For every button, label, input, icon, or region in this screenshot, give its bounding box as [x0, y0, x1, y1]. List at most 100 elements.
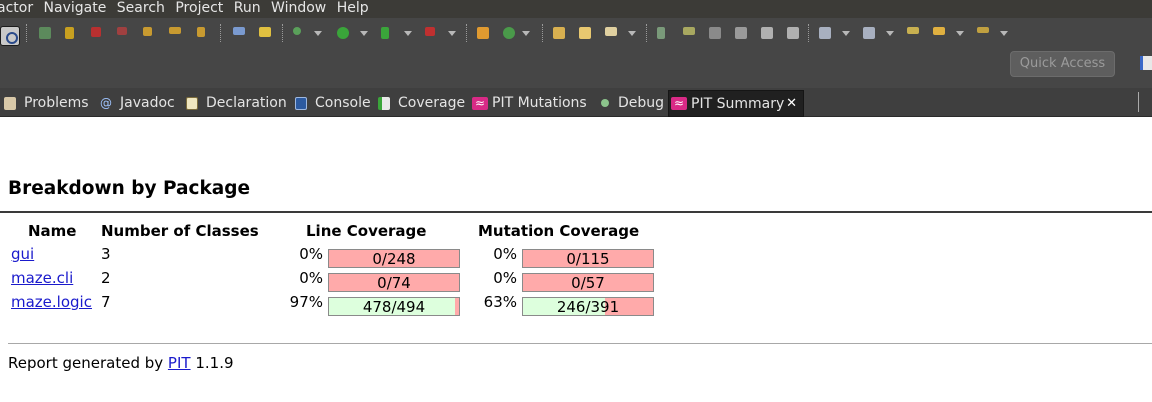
tab-coverage[interactable]: Coverage: [378, 91, 468, 115]
forward-icon[interactable]: [974, 23, 992, 43]
tab-javadoc[interactable]: @ Javadoc: [100, 91, 182, 115]
menu-refactor[interactable]: actor: [0, 0, 34, 16]
mutation-coverage-ratio: 0/115: [566, 250, 610, 268]
table-row: maze.logic 7 97% 478/494 63% 246/391: [0, 293, 700, 317]
coverage-icon: [378, 97, 390, 110]
tab-declaration[interactable]: Declaration: [186, 91, 290, 115]
quick-access-field[interactable]: Quick Access: [1010, 51, 1115, 77]
view-tab-bar: Problems @ Javadoc Declaration Console C…: [0, 88, 1152, 117]
mutation-coverage-percent: 63%: [483, 293, 517, 311]
open-type-icon[interactable]: [550, 23, 568, 43]
new-dropdown-icon[interactable]: [522, 31, 530, 36]
footer-text: Report generated by: [8, 354, 164, 372]
page-title: Breakdown by Package: [8, 178, 251, 199]
refresh-icon[interactable]: [500, 23, 518, 43]
debug-dropdown-icon[interactable]: [314, 31, 322, 36]
close-icon[interactable]: ✕: [786, 96, 797, 111]
search-icon[interactable]: [602, 23, 620, 43]
new-icon[interactable]: [474, 23, 492, 43]
mutation-coverage-bar: 246/391: [522, 297, 654, 316]
pit-icon: ≈: [472, 97, 488, 110]
run-dropdown-icon[interactable]: [360, 31, 368, 36]
tab-pit-summary[interactable]: ≈ PIT Summary ✕: [668, 90, 804, 117]
skip-breakpoints-icon[interactable]: [36, 23, 54, 43]
table-row: gui 3 0% 0/248 0% 0/115: [0, 245, 700, 269]
menu-project[interactable]: Project: [175, 0, 224, 16]
coverage-dropdown-icon[interactable]: [404, 31, 412, 36]
package-link[interactable]: maze.logic: [11, 293, 92, 311]
tab-problems[interactable]: Problems: [4, 91, 96, 115]
column-header-mutation-coverage: Mutation Coverage: [478, 222, 640, 240]
pit-run-dropdown-icon[interactable]: [448, 31, 456, 36]
line-coverage-ratio: 0/248: [372, 250, 416, 268]
forward-dropdown-icon[interactable]: [1000, 31, 1008, 36]
report-footer: Report generated by PIT 1.1.9: [8, 354, 234, 372]
terminate-icon[interactable]: [88, 23, 106, 43]
problems-icon: [4, 97, 16, 110]
run-icon[interactable]: [334, 23, 352, 43]
disconnect-icon[interactable]: [114, 23, 132, 43]
step-return-icon[interactable]: [194, 23, 212, 43]
previous-annotation-dropdown-icon[interactable]: [886, 31, 894, 36]
next-annotation-icon[interactable]: [816, 23, 834, 43]
highlighter-icon[interactable]: [680, 23, 698, 43]
mutation-coverage-ratio: 246/391: [556, 298, 620, 316]
back-dropdown-icon[interactable]: [956, 31, 964, 36]
open-perspective-icon[interactable]: [1140, 56, 1152, 70]
show-whitespace-icon[interactable]: [758, 23, 776, 43]
tab-label: Console: [315, 95, 371, 111]
word-wrap-icon[interactable]: [784, 23, 802, 43]
debug-icon[interactable]: [290, 23, 308, 43]
toolbar-separator: [542, 24, 543, 42]
mutation-coverage-percent: 0%: [493, 245, 517, 263]
tab-label: Debug: [618, 95, 665, 111]
toolbar-separator: [282, 24, 283, 42]
package-link[interactable]: maze.cli: [11, 269, 74, 287]
step-into-icon[interactable]: [140, 23, 158, 43]
heading-divider: [0, 211, 1152, 213]
previous-annotation-icon[interactable]: [860, 23, 878, 43]
package-link[interactable]: gui: [11, 245, 35, 263]
toolbar-separator: [220, 24, 221, 42]
line-coverage-bar: 478/494: [328, 297, 460, 316]
back-icon[interactable]: [930, 23, 948, 43]
tab-pit-mutations[interactable]: ≈ PIT Mutations: [472, 91, 594, 115]
menu-help[interactable]: Help: [336, 0, 369, 16]
pit-run-icon[interactable]: [422, 23, 440, 43]
annotation-icon[interactable]: [654, 23, 672, 43]
next-annotation-dropdown-icon[interactable]: [842, 31, 850, 36]
console-icon: [295, 97, 307, 110]
pin-icon[interactable]: [0, 26, 20, 46]
view-menu-separator: [1138, 92, 1139, 112]
search-dropdown-icon[interactable]: [628, 31, 636, 36]
menu-window[interactable]: Window: [271, 0, 327, 16]
use-step-filters-icon[interactable]: [256, 23, 274, 43]
line-coverage-percent: 0%: [299, 269, 323, 287]
pit-icon: ≈: [671, 97, 687, 110]
line-coverage-percent: 0%: [299, 245, 323, 263]
tab-console[interactable]: Console: [295, 91, 373, 115]
line-coverage-bar: 0/74: [328, 273, 460, 292]
tab-label: Coverage: [398, 95, 466, 111]
menu-bar: actor Navigate Search Project Run Window…: [0, 0, 1152, 18]
toolbar-row: [0, 21, 1030, 46]
tab-debug[interactable]: Debug: [598, 91, 666, 115]
last-edit-icon[interactable]: [904, 23, 922, 43]
pit-link[interactable]: PIT: [167, 354, 191, 372]
step-over-icon[interactable]: [166, 23, 184, 43]
coverage-icon[interactable]: [378, 23, 396, 43]
tab-label: PIT Mutations: [492, 95, 587, 111]
toggle-mark-icon[interactable]: [706, 23, 724, 43]
suspend-icon[interactable]: [62, 23, 80, 43]
mutation-coverage-ratio: 0/57: [571, 274, 605, 292]
line-coverage-bar: 0/248: [328, 249, 460, 268]
mutation-coverage-percent: 0%: [493, 269, 517, 287]
menu-navigate[interactable]: Navigate: [43, 0, 107, 16]
toggle-block-icon[interactable]: [732, 23, 750, 43]
tab-label: PIT Summary: [691, 96, 785, 112]
menu-search[interactable]: Search: [116, 0, 165, 16]
column-header-name: Name: [28, 222, 77, 240]
drop-to-frame-icon[interactable]: [230, 23, 248, 43]
menu-run[interactable]: Run: [233, 0, 261, 16]
open-task-icon[interactable]: [576, 23, 594, 43]
